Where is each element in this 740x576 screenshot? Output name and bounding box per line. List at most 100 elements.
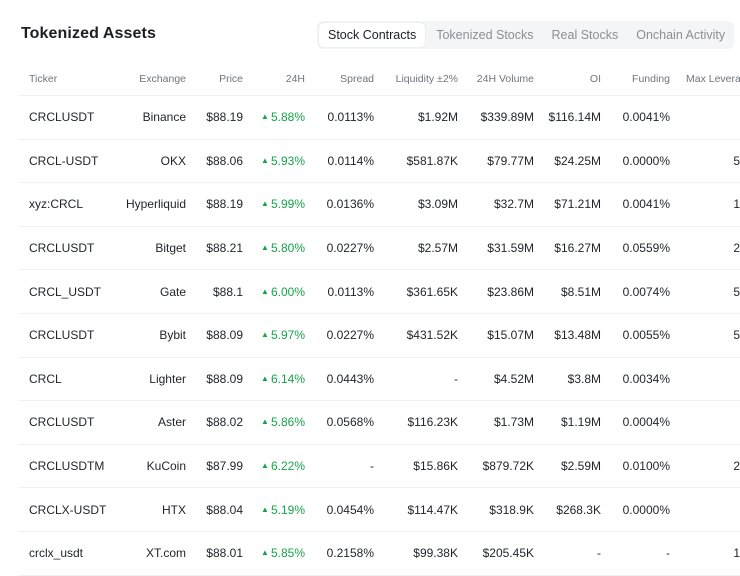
change-value: 6.14%: [270, 371, 305, 386]
table-row[interactable]: CRCLUSDT Aster $88.02 ▲ 5.86% 0.0568% $1…: [19, 401, 740, 445]
oi-cell: $16.27M: [554, 241, 601, 256]
table-row[interactable]: CRCLUSDTM KuCoin $87.99 ▲ 6.22% - $15.86…: [19, 445, 740, 489]
liquidity-cell: $431.52K: [406, 328, 458, 343]
volume-cell: $4.52M: [493, 371, 534, 386]
column-header-leverage[interactable]: Max Levera: [686, 73, 740, 85]
spread-cell: 0.0227%: [326, 328, 374, 343]
column-header-24h[interactable]: 24H: [285, 73, 305, 85]
triangle-up-icon: ▲: [261, 286, 269, 296]
price-cell: $88.01: [206, 546, 243, 561]
table-row[interactable]: CRCLUSDT Binance $88.19 ▲ 5.88% 0.0113% …: [19, 96, 740, 140]
change-cell: ▲ 5.93%: [245, 140, 305, 183]
price-cell: $88.19: [206, 110, 243, 125]
tab-onchain-activity[interactable]: Onchain Activity: [636, 28, 726, 42]
leverage-cell: 1: [733, 197, 740, 212]
table-row[interactable]: CRCL Lighter $88.09 ▲ 6.14% 0.0443% - $4…: [19, 358, 740, 402]
funding-cell: 0.0559%: [622, 241, 670, 256]
price-cell: $88.02: [206, 415, 243, 430]
liquidity-cell: $114.47K: [407, 502, 459, 517]
funding-cell: 0.0041%: [622, 197, 670, 212]
tab-bar: Stock Contracts Tokenized Stocks Real St…: [317, 21, 735, 49]
table-row[interactable]: CRCLX-USDT HTX $88.04 ▲ 5.19% 0.0454% $1…: [19, 488, 740, 532]
liquidity-cell: $1.92M: [417, 110, 458, 125]
exchange-cell: Binance: [142, 110, 186, 125]
leverage-cell: [679, 96, 740, 139]
price-cell: $88.19: [206, 197, 243, 212]
change-cell: ▲ 6.14%: [245, 358, 305, 401]
spread-cell: 0.0113%: [327, 284, 374, 299]
table-row[interactable]: CRCL_USDT Gate $88.1 ▲ 6.00% 0.0113% $36…: [19, 270, 740, 314]
volume-cell: $205.45K: [482, 546, 534, 561]
triangle-up-icon: ▲: [261, 330, 269, 340]
table-row[interactable]: CRCLUSDT Bitget $88.21 ▲ 5.80% 0.0227% $…: [19, 227, 740, 271]
funding-cell: 0.0000%: [622, 502, 670, 517]
exchange-cell: Lighter: [149, 371, 186, 386]
spread-cell: 0.0568%: [326, 415, 374, 430]
change-cell: ▲ 6.22%: [245, 445, 305, 488]
triangle-up-icon: ▲: [261, 112, 269, 122]
volume-cell: $23.86M: [487, 284, 534, 299]
funding-cell: 0.0000%: [622, 153, 670, 168]
liquidity-cell: $15.86K: [413, 459, 458, 474]
column-header-funding[interactable]: Funding: [632, 73, 670, 85]
funding-cell: -: [666, 546, 670, 561]
leverage-cell: 2: [733, 459, 740, 474]
spread-cell: 0.0114%: [327, 153, 374, 168]
spread-cell: 0.0113%: [327, 110, 374, 125]
table-body: CRCLUSDT Binance $88.19 ▲ 5.88% 0.0113% …: [19, 96, 740, 576]
ticker-cell: CRCL_USDT: [29, 284, 102, 299]
price-cell: $88.09: [206, 371, 243, 386]
funding-cell: 0.0004%: [622, 415, 670, 430]
change-value: 5.99%: [270, 197, 305, 212]
table-row[interactable]: CRCLUSDT Bybit $88.09 ▲ 5.97% 0.0227% $4…: [19, 314, 740, 358]
spread-cell: 0.0443%: [326, 371, 374, 386]
liquidity-cell: $99.38K: [413, 546, 458, 561]
price-cell: $88.21: [206, 241, 243, 256]
triangle-up-icon: ▲: [261, 417, 269, 427]
change-cell: ▲ 5.85%: [245, 532, 305, 575]
change-value: 6.22%: [270, 459, 305, 474]
exchange-cell: Bitget: [155, 241, 186, 256]
ticker-cell: CRCLUSDT: [29, 328, 95, 343]
volume-cell: $339.89M: [480, 110, 534, 125]
triangle-up-icon: ▲: [261, 373, 269, 383]
column-header-liquidity[interactable]: Liquidity ±2%: [395, 73, 458, 85]
table-row[interactable]: crclx_usdt XT.com $88.01 ▲ 5.85% 0.2158%…: [19, 532, 740, 576]
funding-cell: 0.0041%: [622, 110, 670, 125]
tab-tokenized-stocks[interactable]: Tokenized Stocks: [436, 28, 534, 42]
exchange-cell: Aster: [157, 415, 186, 430]
exchange-cell: OKX: [160, 153, 186, 168]
change-value: 5.97%: [270, 328, 305, 343]
spread-cell: 0.0227%: [326, 241, 374, 256]
spread-cell: -: [370, 459, 374, 474]
page-title: Tokenized Assets: [21, 25, 156, 42]
ticker-cell: crclx_usdt: [29, 546, 84, 561]
leverage-cell: [679, 401, 740, 444]
volume-cell: $879.72K: [482, 459, 534, 474]
column-header-volume[interactable]: 24H Volume: [476, 73, 534, 85]
change-value: 5.86%: [270, 415, 305, 430]
liquidity-cell: $581.87K: [406, 153, 458, 168]
volume-cell: $318.9K: [489, 502, 534, 517]
funding-cell: 0.0055%: [622, 328, 670, 343]
liquidity-cell: $2.57M: [417, 241, 458, 256]
tab-stock-contracts[interactable]: Stock Contracts: [319, 23, 426, 47]
volume-cell: $1.73M: [493, 415, 534, 430]
ticker-cell: CRCLUSDT: [29, 415, 95, 430]
change-cell: ▲ 5.19%: [245, 488, 305, 531]
column-header-ticker[interactable]: Ticker: [29, 73, 58, 85]
funding-cell: 0.0100%: [622, 459, 670, 474]
table-row[interactable]: xyz:CRCL Hyperliquid $88.19 ▲ 5.99% 0.01…: [19, 183, 740, 227]
column-header-price[interactable]: Price: [219, 73, 243, 85]
column-header-oi[interactable]: OI: [589, 73, 601, 85]
tab-real-stocks[interactable]: Real Stocks: [551, 28, 619, 42]
price-cell: $88.09: [206, 328, 243, 343]
table-row[interactable]: CRCL-USDT OKX $88.06 ▲ 5.93% 0.0114% $58…: [19, 140, 740, 184]
column-header-exchange[interactable]: Exchange: [139, 73, 186, 85]
oi-cell: $8.51M: [560, 284, 601, 299]
change-value: 5.85%: [270, 546, 305, 561]
table-header-row: Ticker Exchange Price 24H Spread Liquidi…: [19, 63, 740, 96]
column-header-spread[interactable]: Spread: [340, 73, 374, 85]
triangle-up-icon: ▲: [261, 199, 269, 209]
exchange-cell: HTX: [162, 502, 186, 517]
